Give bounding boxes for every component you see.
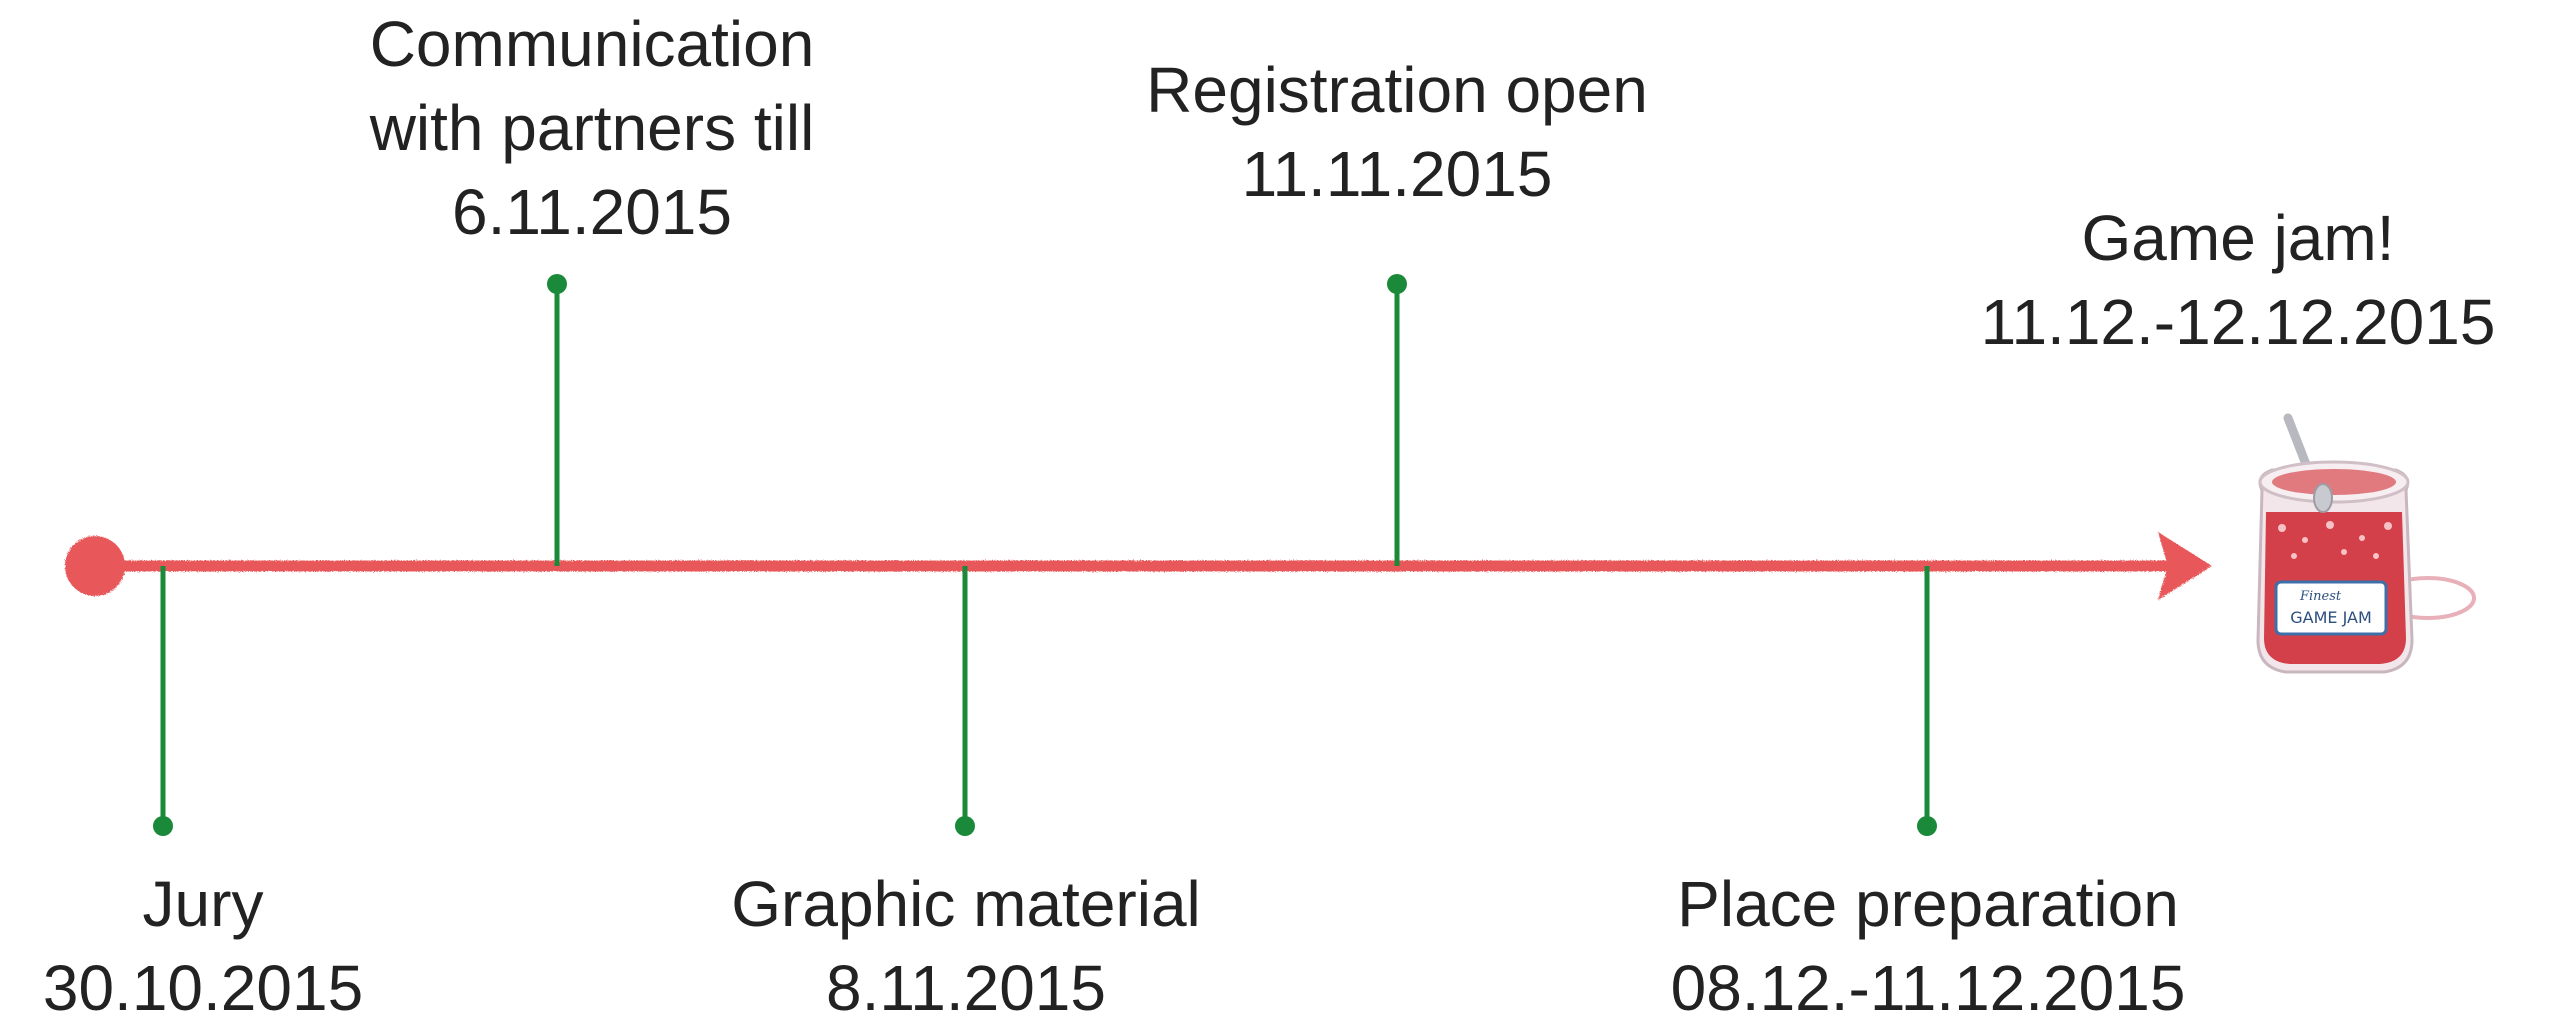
- event-label-registration: Registration open 11.11.2015: [1146, 48, 1648, 216]
- timeline-axis: [65, 532, 2212, 600]
- timeline-arrowhead: [2158, 532, 2212, 600]
- jar-label-small: Finest: [2299, 589, 2342, 604]
- event-title: Registration open: [1146, 54, 1648, 126]
- event-label-jury: Jury 30.10.2015: [43, 862, 363, 1030]
- event-label-place: Place preparation 08.12.-11.12.2015: [1671, 862, 2186, 1030]
- jam-jar-icon: Finest GAME JAM: [2256, 413, 2476, 674]
- event-date: 08.12.-11.12.2015: [1670, 952, 2186, 1024]
- marker-jury: [153, 566, 173, 836]
- jar-label: [2274, 580, 2388, 636]
- event-title: with partners till: [369, 92, 815, 164]
- jar-label-main: GAME JAM: [2290, 608, 2372, 627]
- milestone-markers: [153, 274, 1937, 836]
- event-title: Communication: [369, 8, 815, 80]
- event-label-graphic: Graphic material 8.11.2015: [731, 862, 1201, 1030]
- event-title: Graphic material: [731, 868, 1201, 940]
- event-label-gamejam: Game jam! 11.12.-12.12.2015: [1981, 196, 2496, 364]
- event-date: 11.11.2015: [1241, 138, 1553, 210]
- event-title: Game jam!: [2081, 202, 2395, 274]
- event-title: Place preparation: [1677, 868, 2179, 940]
- event-date: 30.10.2015: [42, 952, 364, 1024]
- marker-registration: [1387, 274, 1407, 566]
- event-label-communication: Communication with partners till 6.11.20…: [370, 2, 815, 254]
- event-date: 8.11.2015: [826, 952, 1106, 1024]
- event-date: 6.11.2015: [452, 176, 732, 248]
- marker-place: [1917, 566, 1937, 836]
- marker-communication: [547, 274, 567, 566]
- timeline-start-dot: [65, 536, 125, 596]
- event-title: Jury: [142, 868, 264, 940]
- event-date: 11.12.-12.12.2015: [1980, 286, 2496, 358]
- marker-graphic: [955, 566, 975, 836]
